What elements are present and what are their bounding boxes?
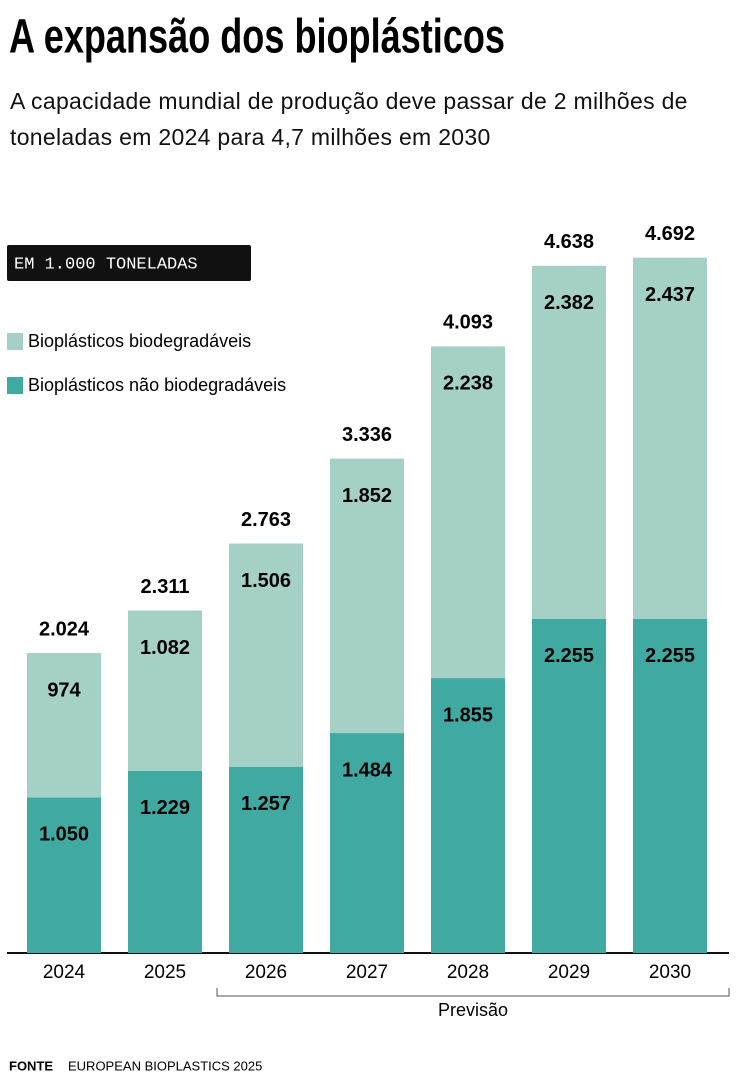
unit-badge xyxy=(7,245,251,281)
bar-segment xyxy=(27,653,101,798)
forecast-label: Previsão xyxy=(438,1000,508,1020)
total-label: 2.024 xyxy=(39,618,90,640)
x-tick-label: 2027 xyxy=(346,962,388,983)
chart-title: A expansão dos bioplásticos xyxy=(9,11,505,64)
forecast-bracket xyxy=(216,988,730,997)
total-label: 2.311 xyxy=(141,576,190,598)
value-label: 1.484 xyxy=(342,759,393,781)
bar-segment xyxy=(27,797,101,953)
value-label: 974 xyxy=(47,679,81,701)
x-tick-label: 2025 xyxy=(144,962,186,983)
legend-label: Bioplásticos não biodegradáveis xyxy=(28,375,286,395)
value-label: 1.506 xyxy=(241,570,291,592)
x-tick-label: 2024 xyxy=(43,962,86,983)
total-label: 2.763 xyxy=(241,509,291,531)
total-label: 3.336 xyxy=(342,424,392,446)
bar-segment xyxy=(532,265,606,619)
chart-subtitle: A capacidade mundial de produção deve pa… xyxy=(10,88,688,150)
unit-label: EM 1.000 TONELADAS xyxy=(14,255,198,274)
value-label: 1.050 xyxy=(39,824,89,846)
bar-segment xyxy=(431,346,505,679)
value-label: 1.855 xyxy=(443,704,493,726)
value-label: 1.257 xyxy=(241,793,291,815)
value-label: 2.382 xyxy=(544,292,594,314)
source-label: FONTE xyxy=(9,1058,53,1073)
total-label: 4.692 xyxy=(645,223,695,245)
value-label: 1.082 xyxy=(140,637,190,659)
value-label: 1.852 xyxy=(342,485,392,507)
value-label: 1.229 xyxy=(140,797,190,819)
legend-label: Bioplásticos biodegradáveis xyxy=(28,331,251,351)
bar-segment xyxy=(229,766,303,953)
bar-segment xyxy=(633,618,707,953)
total-label: 4.638 xyxy=(544,231,594,253)
value-label: 2.437 xyxy=(645,284,695,306)
value-label: 2.238 xyxy=(443,373,493,395)
source: EUROPEAN BIOPLASTICS 2025 xyxy=(68,1058,262,1073)
legend-swatch xyxy=(7,333,23,350)
bar-segment xyxy=(633,257,707,619)
value-label: 2.255 xyxy=(645,645,695,667)
bar-segment xyxy=(229,543,303,767)
bar-segment xyxy=(330,733,404,953)
x-tick-label: 2028 xyxy=(447,962,489,983)
x-tick-label: 2030 xyxy=(649,962,691,983)
legend-swatch xyxy=(7,377,23,394)
total-label: 4.093 xyxy=(443,312,493,334)
value-label: 2.255 xyxy=(544,645,594,667)
bar-segment xyxy=(128,610,202,771)
x-tick-label: 2029 xyxy=(548,962,590,983)
bar-segment xyxy=(330,458,404,734)
x-tick-label: 2026 xyxy=(245,962,287,983)
bar-segment xyxy=(532,618,606,953)
bar-segment xyxy=(128,770,202,953)
bar-segment xyxy=(431,678,505,953)
